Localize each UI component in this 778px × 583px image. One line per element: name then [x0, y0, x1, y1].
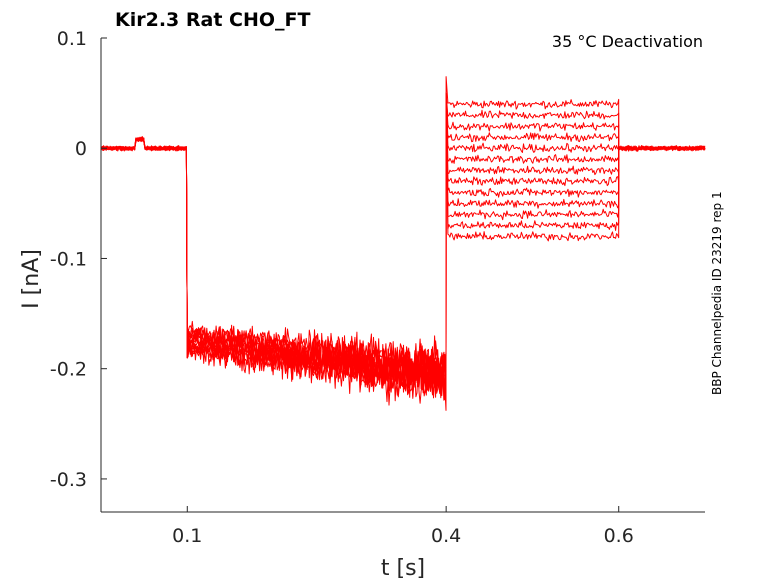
series-line — [100, 92, 706, 392]
y-tick-label: -0.3 — [50, 469, 87, 491]
chart-title: Kir2.3 Rat CHO_FT — [115, 9, 311, 31]
series-line — [100, 92, 706, 384]
x-tick-label: 0.6 — [604, 525, 634, 547]
series-line — [100, 92, 706, 381]
x-tick-label: 0.4 — [431, 525, 461, 547]
series-line — [100, 92, 706, 401]
y-tick-label: -0.1 — [50, 248, 87, 270]
y-axis-label: I [nA] — [19, 249, 44, 309]
condition-annotation: 35 °C Deactivation — [552, 32, 703, 51]
plot-traces — [100, 76, 706, 411]
y-tick-label: -0.2 — [50, 359, 87, 381]
x-tick-label: 0.1 — [172, 525, 202, 547]
x-axis-label: t [s] — [381, 556, 425, 581]
y-tick-label: 0.1 — [57, 28, 87, 50]
y-tick-label: 0 — [75, 138, 87, 160]
series-line — [100, 92, 706, 381]
axes: 0.1 0 -0.1 -0.2 -0.3 0.1 0.4 0.6 — [50, 28, 705, 547]
series-line — [100, 92, 706, 390]
source-label: BBP Channelpedia ID 23219 rep 1 — [710, 191, 724, 395]
